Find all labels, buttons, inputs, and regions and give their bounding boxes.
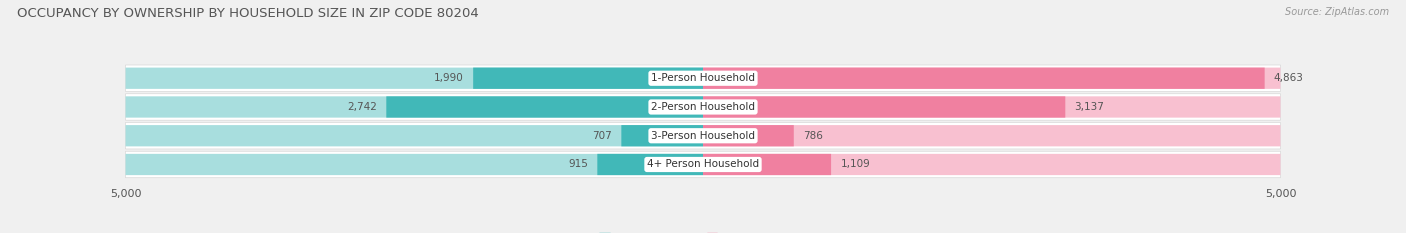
Text: 1,990: 1,990 [434, 73, 464, 83]
FancyBboxPatch shape [387, 96, 703, 118]
FancyBboxPatch shape [125, 96, 703, 118]
Text: OCCUPANCY BY OWNERSHIP BY HOUSEHOLD SIZE IN ZIP CODE 80204: OCCUPANCY BY OWNERSHIP BY HOUSEHOLD SIZE… [17, 7, 478, 20]
Legend: Owner-occupied, Renter-occupied: Owner-occupied, Renter-occupied [595, 229, 811, 233]
FancyBboxPatch shape [703, 96, 1066, 118]
Text: 3-Person Household: 3-Person Household [651, 131, 755, 141]
Text: 915: 915 [568, 159, 588, 169]
FancyBboxPatch shape [703, 125, 794, 146]
FancyBboxPatch shape [125, 125, 703, 146]
Text: 3,137: 3,137 [1074, 102, 1105, 112]
FancyBboxPatch shape [703, 96, 1281, 118]
FancyBboxPatch shape [125, 123, 1281, 149]
Text: 4+ Person Household: 4+ Person Household [647, 159, 759, 169]
FancyBboxPatch shape [474, 68, 703, 89]
FancyBboxPatch shape [703, 154, 831, 175]
FancyBboxPatch shape [125, 151, 1281, 178]
Text: 2,742: 2,742 [347, 102, 377, 112]
FancyBboxPatch shape [703, 68, 1264, 89]
Text: Source: ZipAtlas.com: Source: ZipAtlas.com [1285, 7, 1389, 17]
FancyBboxPatch shape [703, 125, 1281, 146]
FancyBboxPatch shape [703, 68, 1281, 89]
Text: 1-Person Household: 1-Person Household [651, 73, 755, 83]
FancyBboxPatch shape [621, 125, 703, 146]
Text: 4,863: 4,863 [1274, 73, 1303, 83]
FancyBboxPatch shape [125, 65, 1281, 92]
FancyBboxPatch shape [125, 94, 1281, 120]
Text: 707: 707 [592, 131, 612, 141]
FancyBboxPatch shape [598, 154, 703, 175]
Text: 2-Person Household: 2-Person Household [651, 102, 755, 112]
Text: 786: 786 [803, 131, 823, 141]
Text: 1,109: 1,109 [841, 159, 870, 169]
FancyBboxPatch shape [125, 68, 703, 89]
FancyBboxPatch shape [703, 154, 1281, 175]
FancyBboxPatch shape [125, 154, 703, 175]
